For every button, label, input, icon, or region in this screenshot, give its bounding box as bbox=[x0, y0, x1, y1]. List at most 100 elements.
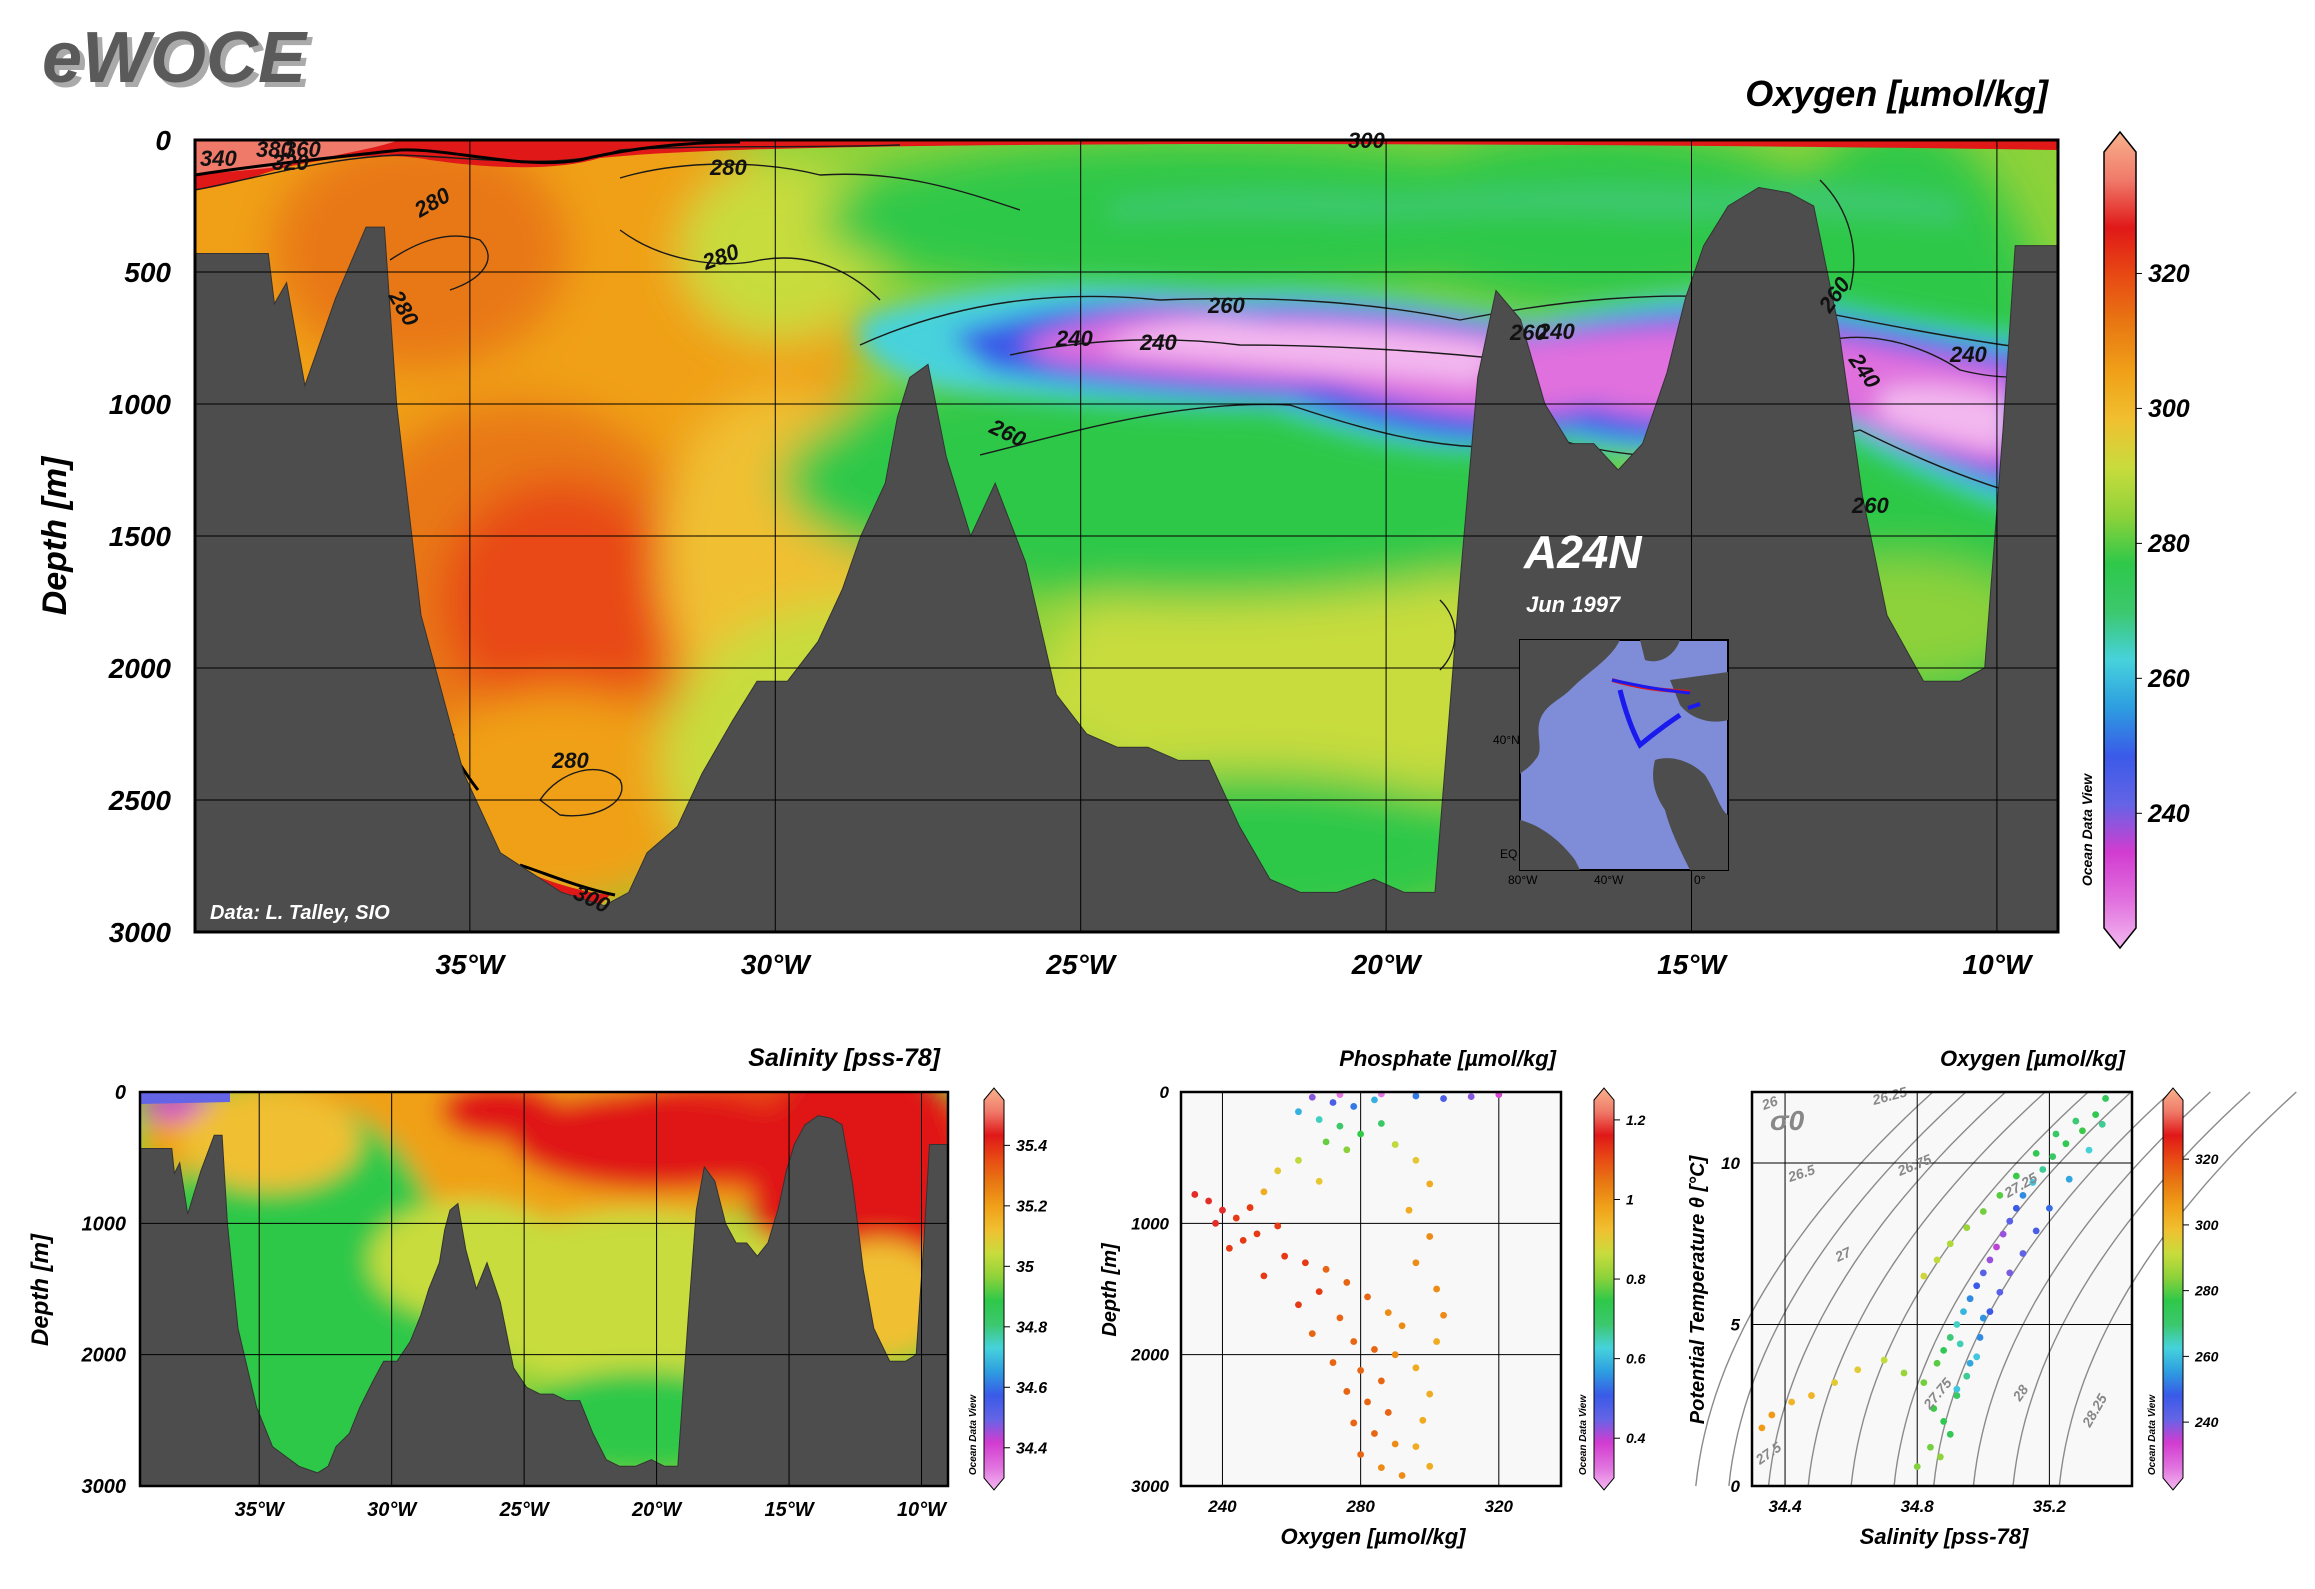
phosphate-point bbox=[1412, 1364, 1420, 1372]
y-tick-label: 2000 bbox=[81, 1345, 127, 1367]
phosphate-point bbox=[1364, 1293, 1371, 1301]
phosphate-point bbox=[1398, 1322, 1406, 1330]
phosphate-scatter-title: Phosphate [µmol/kg] bbox=[1339, 1046, 1556, 1071]
phosphate-point bbox=[1322, 1265, 1330, 1273]
ts-point bbox=[1963, 1372, 1971, 1380]
y-tick-label: 0 bbox=[1731, 1477, 1741, 1496]
ts-point bbox=[1966, 1295, 1974, 1303]
ts-point bbox=[1963, 1224, 1971, 1232]
ts-point bbox=[1993, 1243, 2000, 1251]
colorbar-tick-label: 0.6 bbox=[1626, 1351, 1646, 1367]
phosphate-point bbox=[1377, 1464, 1385, 1472]
brand-logo-shadow: eWOCE bbox=[47, 23, 313, 103]
inset-lat-label: 40°N bbox=[1493, 733, 1520, 747]
salinity-section-ylabel: Depth [m] bbox=[27, 1233, 54, 1346]
y-tick-label: 10 bbox=[1721, 1154, 1740, 1173]
ts-point bbox=[1940, 1418, 1948, 1425]
isopycnals bbox=[1695, 1091, 2297, 1487]
x-tick-label: 20°W bbox=[631, 1499, 683, 1521]
phosphate-point bbox=[1426, 1462, 1434, 1470]
ts-point bbox=[2079, 1127, 2086, 1135]
ts-point bbox=[2029, 1179, 2037, 1186]
ts-colorbar: 240 260 280 300 320 Ocean Data View bbox=[2147, 1087, 2219, 1491]
colorbar-tick-label: 260 bbox=[2147, 665, 2190, 693]
ts-point bbox=[2006, 1269, 2014, 1277]
oxygen-grid bbox=[195, 140, 2058, 932]
contour-label: 280 bbox=[709, 155, 747, 180]
brand-logo: eWOCE bbox=[42, 18, 308, 98]
ts-plot-area bbox=[1752, 1092, 2132, 1486]
phosphate-point bbox=[1398, 1472, 1406, 1479]
phosphate-point bbox=[1232, 1214, 1240, 1222]
ts-point bbox=[2049, 1153, 2057, 1160]
y-tick-label: 1500 bbox=[109, 521, 172, 552]
phosphate-point bbox=[1350, 1338, 1358, 1345]
ts-point bbox=[2019, 1250, 2027, 1257]
ts-diagram-ylabel: Potential Temperature θ [°C] bbox=[1687, 1154, 1709, 1424]
ts-point bbox=[1966, 1359, 1974, 1367]
phosphate-point bbox=[1357, 1130, 1365, 1138]
x-tick-label: 320 bbox=[1485, 1497, 1514, 1516]
colorbar-tick-label: 0.8 bbox=[1626, 1271, 1646, 1287]
ts-frame bbox=[1750, 1090, 2134, 1488]
contour-label: 240 bbox=[1949, 342, 1987, 367]
oxygen-frame bbox=[193, 138, 2060, 934]
isopycnal-line bbox=[1767, 1091, 2007, 1487]
phosphate-point bbox=[1433, 1285, 1441, 1293]
phosphate-point bbox=[1412, 1092, 1420, 1100]
y-tick-label: 1000 bbox=[82, 1213, 127, 1235]
phosphate-point bbox=[1343, 1279, 1351, 1286]
phosphate-point bbox=[1308, 1330, 1316, 1338]
x-tick-label: 240 bbox=[1207, 1497, 1237, 1516]
isopycnal-line bbox=[1807, 1091, 2046, 1487]
x-tick-label: 34.8 bbox=[1901, 1497, 1935, 1516]
phosphate-point bbox=[1426, 1390, 1434, 1398]
phosphate-scatter-ylabel: Depth [m] bbox=[1099, 1242, 1121, 1337]
watermark: Ocean Data View bbox=[968, 1394, 979, 1475]
ts-point bbox=[1999, 1230, 2007, 1238]
watermark: Ocean Data View bbox=[1578, 1394, 1589, 1475]
ts-point bbox=[1831, 1379, 1839, 1387]
colorbar-tick-label: 300 bbox=[2148, 395, 2190, 423]
phosphate-point bbox=[1377, 1377, 1385, 1385]
phosphate-point bbox=[1253, 1230, 1261, 1238]
y-tick-label: 0 bbox=[155, 125, 171, 156]
data-credit: Data: L. Talley, SIO bbox=[210, 902, 390, 924]
contour-label: 340 bbox=[200, 146, 237, 171]
isopycnal-line bbox=[1695, 1091, 1934, 1487]
phosphate-frame bbox=[1179, 1090, 1563, 1488]
phosphate-point bbox=[1212, 1219, 1219, 1227]
phosphate-point bbox=[1384, 1309, 1392, 1317]
ts-point bbox=[2012, 1172, 2020, 1180]
ts-diagram-chart: Oxygen [µmol/kg] Potential Temperature θ… bbox=[1687, 1046, 2297, 1549]
ts-point bbox=[1996, 1288, 2004, 1296]
phosphate-point bbox=[1371, 1430, 1378, 1437]
contour-label: 240 bbox=[1139, 330, 1177, 355]
contour-label: 260 bbox=[1207, 293, 1245, 318]
x-tick-label: 20°W bbox=[1351, 949, 1423, 980]
contour-label: 260 bbox=[1851, 493, 1889, 518]
colorbar-tick-label: 240 bbox=[2194, 1414, 2219, 1430]
ts-point bbox=[1946, 1334, 1954, 1341]
salinity-section-seafloor bbox=[139, 1115, 949, 1487]
y-tick-label: 2000 bbox=[1130, 1346, 1169, 1365]
section-date: Jun 1997 bbox=[1526, 592, 1622, 617]
ts-point bbox=[1946, 1430, 1954, 1438]
y-tick-label: 5 bbox=[1731, 1315, 1741, 1334]
phosphate-point bbox=[1364, 1398, 1371, 1406]
ts-point bbox=[2052, 1130, 2060, 1138]
ts-point bbox=[1973, 1353, 1981, 1361]
phosphate-point bbox=[1219, 1206, 1226, 1214]
ts-point bbox=[1880, 1356, 1888, 1364]
salinity-section-title: Salinity [pss-78] bbox=[748, 1044, 941, 1072]
phosphate-point bbox=[1205, 1197, 1213, 1205]
ts-point bbox=[1979, 1269, 1987, 1277]
x-tick-label: 15°W bbox=[764, 1499, 815, 1521]
phosphate-point bbox=[1295, 1156, 1302, 1164]
phosphate-point bbox=[1377, 1120, 1385, 1127]
oxygen-section-title: Oxygen [µmol/kg] bbox=[1745, 73, 2049, 114]
phosphate-point bbox=[1274, 1222, 1282, 1230]
y-tick-label: 1000 bbox=[1131, 1214, 1169, 1233]
ts-point bbox=[2092, 1111, 2100, 1119]
